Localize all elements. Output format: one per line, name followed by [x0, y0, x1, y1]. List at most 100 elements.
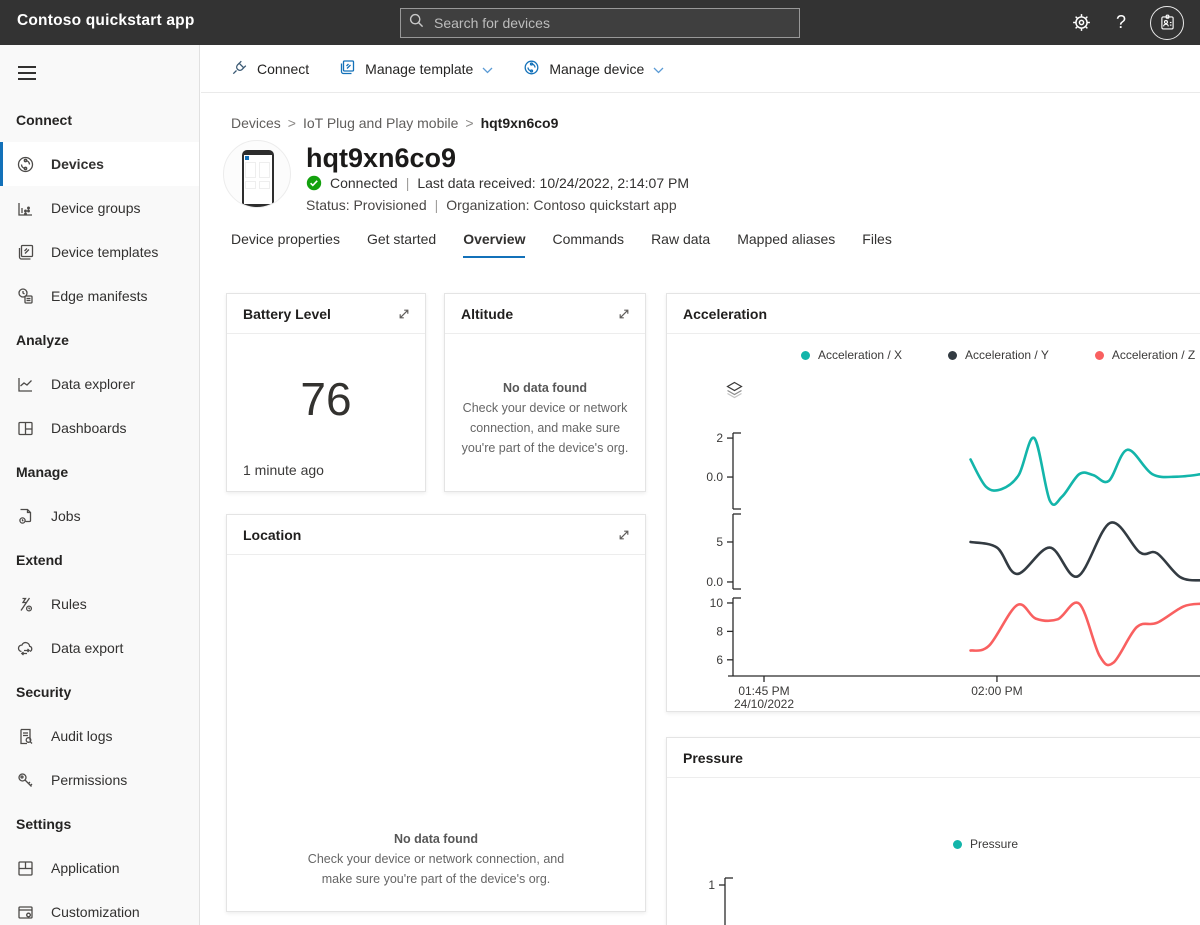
sidebar-item-audit-logs[interactable]: Audit logs [0, 714, 199, 758]
jobs-icon [16, 507, 35, 526]
organization: Organization: Contoso quickstart app [446, 197, 677, 213]
sidebar-item-device-templates[interactable]: Device templates [0, 230, 199, 274]
svg-text:24/10/2022: 24/10/2022 [734, 697, 794, 709]
legend-dot [801, 350, 810, 360]
legend-dot [948, 350, 958, 360]
device-search[interactable] [400, 8, 800, 38]
nav-section-settings: Settings [16, 816, 72, 832]
permissions-icon [16, 771, 35, 790]
topbar-actions: ? [1071, 0, 1184, 45]
expand-icon[interactable] [615, 305, 633, 323]
battery-level-tile: Battery Level 76 1 minute ago [226, 293, 426, 492]
sidebar-item-label: Permissions [51, 772, 128, 788]
sidebar-item-devices[interactable]: Devices [0, 142, 199, 186]
sidebar-item-customization[interactable]: Customization [0, 890, 199, 925]
command-bar: Connect Manage template Manage device [201, 45, 1200, 93]
manage-template-label: Manage template [365, 60, 474, 77]
sidebar-item-label: Data export [51, 640, 124, 656]
tab-device-properties[interactable]: Device properties [231, 231, 340, 247]
tab-get-started[interactable]: Get started [366, 231, 437, 247]
svg-text:0.0: 0.0 [706, 575, 723, 589]
sidebar-item-label: Audit logs [51, 728, 113, 744]
legend-label: Pressure [970, 837, 1019, 851]
sidebar-item-edge-manifests[interactable]: Edge manifests [0, 274, 199, 318]
tab-raw-data[interactable]: Raw data [651, 231, 711, 247]
sidebar-item-label: Edge manifests [51, 288, 148, 304]
provision-status: Status: Provisioned [306, 197, 427, 213]
legend-item[interactable]: Acceleration / Z [1094, 348, 1195, 362]
no-data-message: No data found Check your device or netwo… [453, 378, 637, 458]
no-data-title: No data found [502, 381, 587, 395]
legend-item[interactable]: Acceleration / Y [948, 348, 1049, 362]
legend-item[interactable]: Acceleration / X [801, 348, 902, 362]
manage-device-label: Manage device [549, 60, 645, 77]
legend-item[interactable]: Pressure [953, 837, 1018, 851]
sidebar-item-label: Jobs [51, 508, 81, 524]
manage-device-button[interactable]: Manage device [523, 59, 664, 79]
altitude-tile: Altitude No data found Check your device… [444, 293, 646, 492]
svg-text:2: 2 [716, 431, 723, 445]
tab-files[interactable]: Files [862, 231, 892, 247]
tab-overview[interactable]: Overview [463, 231, 526, 258]
sidebar-item-application[interactable]: Application [0, 846, 199, 890]
sidebar-item-data-explorer[interactable]: Data explorer [0, 362, 199, 406]
tab-commands[interactable]: Commands [552, 231, 625, 247]
sidebar-item-rules[interactable]: Rules [0, 582, 199, 626]
main-content: Connect Manage template Manage device De… [201, 45, 1200, 925]
chevron-down-icon [482, 61, 493, 77]
data-export-icon [16, 639, 35, 658]
tile-title: Pressure [683, 749, 743, 766]
battery-value: 76 [300, 373, 352, 425]
separator: | [434, 197, 439, 213]
nav-section-connect: Connect [16, 112, 72, 128]
legend-label: Acceleration / Y [965, 348, 1049, 362]
edge-manifests-icon [16, 287, 35, 306]
svg-text:01:45 PM: 01:45 PM [738, 684, 789, 698]
svg-text:0.0: 0.0 [706, 470, 723, 484]
manage-template-icon [339, 59, 356, 79]
connected-check-icon [306, 175, 322, 191]
expand-icon[interactable] [395, 305, 413, 323]
sidebar-item-data-export[interactable]: Data export [0, 626, 199, 670]
svg-text:10: 10 [710, 596, 724, 610]
sidebar-item-jobs[interactable]: Jobs [0, 494, 199, 538]
sidebar-item-label: Application [51, 860, 120, 876]
battery-timestamp: 1 minute ago [243, 462, 324, 478]
tab-mapped-aliases[interactable]: Mapped aliases [737, 231, 836, 247]
device-templates-icon [16, 243, 35, 262]
device-groups-icon [16, 199, 35, 218]
page-title: hqt9xn6co9 [306, 143, 457, 173]
search-icon [409, 13, 432, 33]
sidebar-item-permissions[interactable]: Permissions [0, 758, 199, 802]
connect-button[interactable]: Connect [231, 59, 309, 79]
settings-gear-icon[interactable] [1071, 12, 1092, 33]
device-tabs: Device properties Get started Overview C… [231, 231, 892, 258]
phone-mockup [242, 150, 274, 207]
breadcrumb-current: hqt9xn6co9 [480, 115, 559, 131]
device-status-line: Connected | Last data received: 10/24/20… [306, 175, 689, 191]
sidebar-item-label: Rules [51, 596, 87, 612]
sidebar-item-dashboards[interactable]: Dashboards [0, 406, 199, 450]
search-input[interactable] [432, 14, 791, 32]
hamburger-menu-icon[interactable] [16, 60, 38, 86]
sidebar-item-device-groups[interactable]: Device groups [0, 186, 199, 230]
user-avatar[interactable] [1150, 5, 1184, 40]
layers-icon[interactable] [723, 378, 746, 404]
top-bar: Contoso quickstart app ? [0, 0, 1200, 45]
data-explorer-icon [16, 375, 35, 394]
legend-label: Acceleration / X [818, 348, 903, 362]
audit-logs-icon [16, 727, 35, 746]
manage-device-icon [523, 59, 540, 79]
connect-label: Connect [257, 60, 310, 77]
tile-title: Location [243, 526, 302, 543]
expand-icon[interactable] [615, 526, 633, 544]
svg-text:8: 8 [716, 624, 723, 638]
connection-status: Connected [330, 175, 398, 191]
no-data-body: Check your device or network connection,… [461, 401, 629, 455]
manage-template-button[interactable]: Manage template [339, 59, 493, 79]
breadcrumb-devices[interactable]: Devices [231, 115, 281, 131]
application-icon [16, 859, 35, 878]
help-icon[interactable]: ? [1115, 12, 1126, 32]
breadcrumb-template[interactable]: IoT Plug and Play mobile [302, 115, 459, 131]
